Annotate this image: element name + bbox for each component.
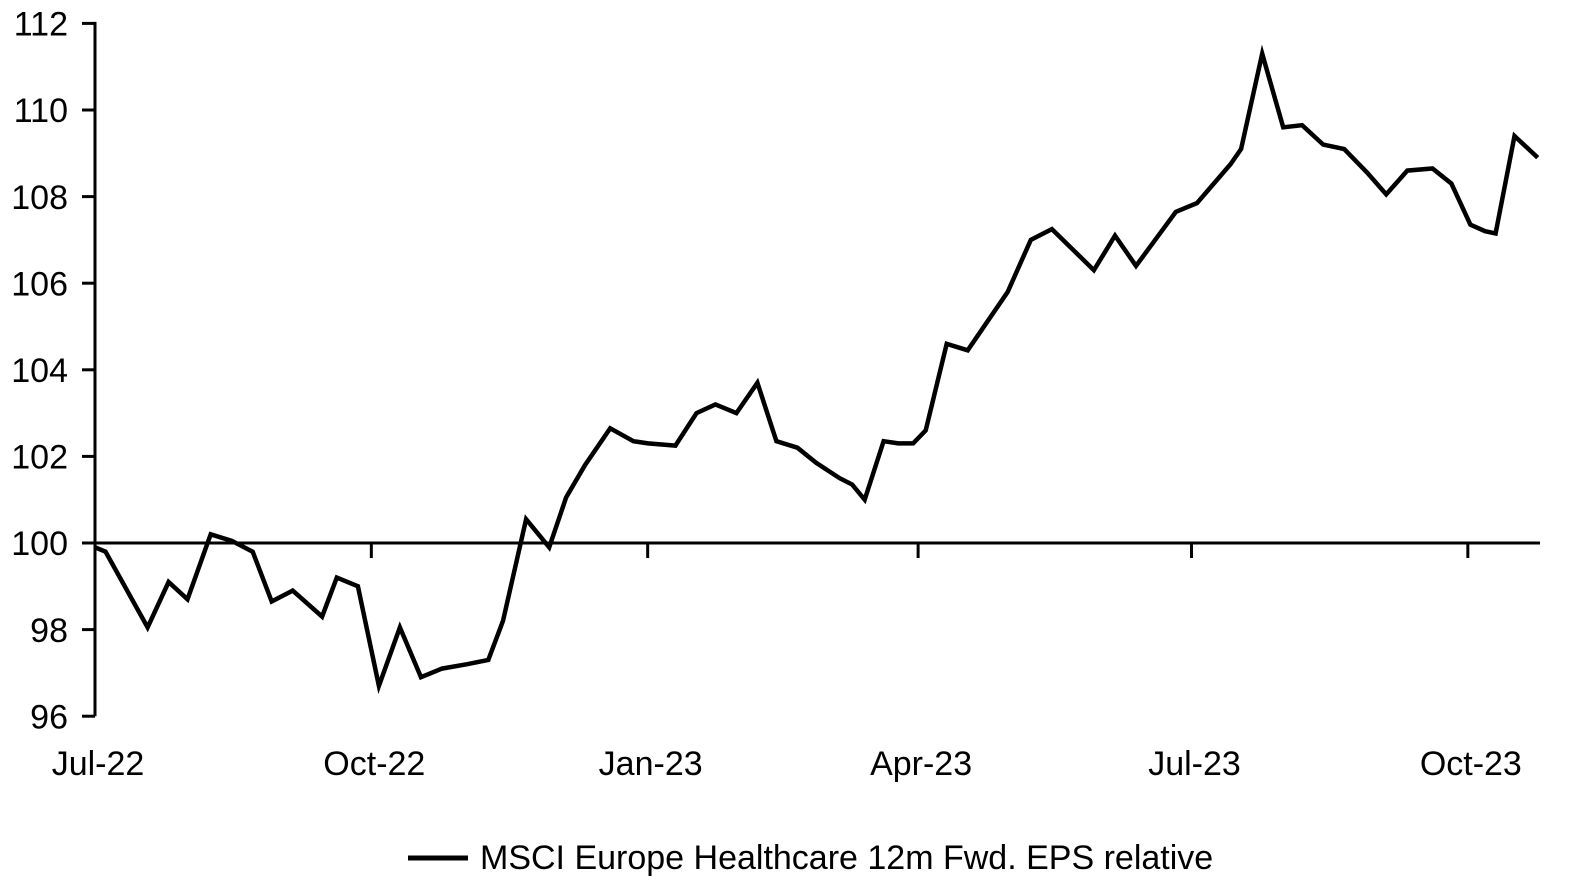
y-tick-label: 98 — [30, 612, 68, 650]
x-tick-label: Apr-23 — [870, 745, 972, 783]
y-tick-label: 108 — [11, 179, 68, 217]
y-tick-label: 96 — [30, 698, 68, 736]
legend: MSCI Europe Healthcare 12m Fwd. EPS rela… — [408, 839, 1213, 877]
y-tick-label: 102 — [11, 439, 68, 477]
legend-label: MSCI Europe Healthcare 12m Fwd. EPS rela… — [480, 839, 1213, 877]
x-tick-label: Jan-23 — [599, 745, 703, 783]
y-tick-label: 104 — [11, 352, 68, 390]
y-axis: 96 98 100 102 104 106 108 110 112 — [11, 6, 97, 736]
y-tick-label: 112 — [14, 6, 68, 44]
y-tick-label: 100 — [11, 525, 68, 563]
x-tick-label: Jul-23 — [1148, 745, 1241, 783]
series-line — [94, 44, 1540, 695]
x-tick-label: Oct-23 — [1420, 745, 1522, 783]
x-tick-label: Jul-22 — [52, 745, 145, 783]
y-tick-label: 110 — [14, 92, 68, 130]
x-tick-label: Oct-22 — [323, 745, 425, 783]
series-group — [94, 44, 1540, 695]
x-axis: Jul-22 Oct-22 Jan-23 Apr-23 Jul-23 Oct-23 — [52, 541, 1540, 783]
y-tick-label: 106 — [11, 265, 68, 303]
